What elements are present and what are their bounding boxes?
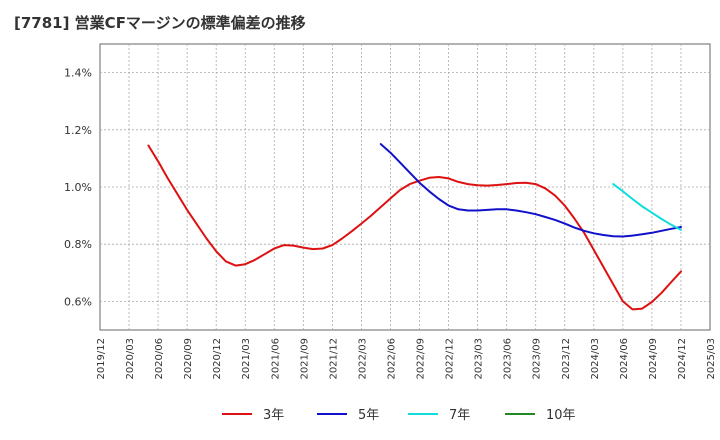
x-tick-label: 2022/09 bbox=[416, 338, 427, 380]
x-tick-label: 2021/09 bbox=[299, 338, 310, 380]
legend-label: 10年 bbox=[546, 408, 576, 423]
x-tick-label: 2020/12 bbox=[212, 338, 223, 380]
y-tick-label: 0.8% bbox=[64, 238, 92, 251]
x-tick-label: 2019/12 bbox=[96, 338, 107, 380]
legend-label: 5年 bbox=[358, 408, 379, 423]
x-tick-label: 2022/03 bbox=[357, 338, 368, 380]
x-tick-label: 2021/06 bbox=[270, 338, 281, 380]
y-tick-label: 0.6% bbox=[64, 295, 92, 308]
legend-label: 3年 bbox=[263, 408, 284, 423]
series-line-5年 bbox=[379, 143, 682, 238]
x-tick-label: 2024/12 bbox=[677, 338, 688, 380]
series-line-3年 bbox=[147, 144, 682, 311]
x-tick-label: 2023/09 bbox=[532, 338, 543, 380]
x-tick-label: 2020/09 bbox=[183, 338, 194, 380]
legend: 3年 5年 7年 10年 bbox=[222, 408, 576, 423]
legend-label: 7年 bbox=[449, 408, 470, 423]
x-tick-label: 2023/12 bbox=[561, 338, 572, 380]
y-tick-label: 1.2% bbox=[64, 124, 92, 137]
x-tick-label: 2024/06 bbox=[619, 338, 630, 380]
x-tick-label: 2025/03 bbox=[706, 338, 717, 380]
series-line-7年 bbox=[612, 183, 682, 231]
x-tick-label: 2021/12 bbox=[328, 338, 339, 380]
axis-layer: 2019/12 2020/03 2020/06 2020/09 2020/12 2021/… bbox=[64, 67, 717, 380]
x-tick-label: 2024/09 bbox=[648, 338, 659, 380]
x-tick-label: 2022/12 bbox=[445, 338, 456, 380]
y-tick-label: 1.4% bbox=[64, 67, 92, 80]
x-tick-label: 2022/06 bbox=[386, 338, 397, 380]
x-tick-label: 2024/03 bbox=[590, 338, 601, 380]
x-tick-label: 2023/03 bbox=[474, 338, 485, 380]
x-tick-label: 2023/06 bbox=[503, 338, 514, 380]
x-tick-label: 2020/03 bbox=[125, 338, 136, 380]
y-tick-label: 1.0% bbox=[64, 181, 92, 194]
series-layer bbox=[147, 143, 682, 311]
chart-title: [7781] 営業CFマージンの標準偏差の推移 bbox=[14, 14, 306, 32]
x-tick-label: 2021/03 bbox=[241, 338, 252, 380]
x-tick-label: 2020/06 bbox=[154, 338, 165, 380]
